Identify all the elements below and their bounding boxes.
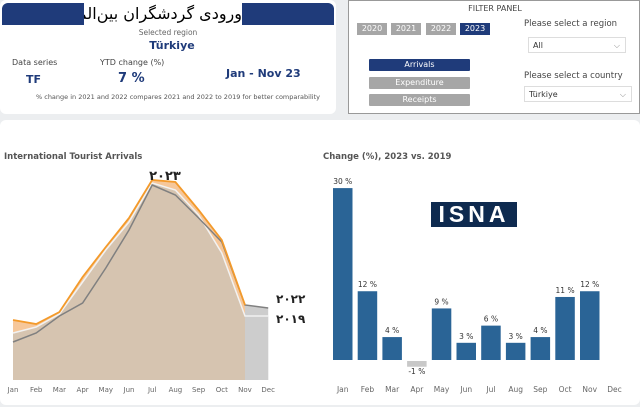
x-tick-label: Dec <box>261 386 275 394</box>
bar-data-label: 3 % <box>509 332 523 341</box>
bar <box>431 308 452 360</box>
x-tick-label: Apr <box>77 386 89 394</box>
line-chart-title: International Tourist Arrivals <box>4 152 143 162</box>
x-tick-label: May <box>434 385 450 394</box>
arrivals-button[interactable]: Arrivals <box>369 59 470 71</box>
x-tick-label: Jun <box>123 386 135 394</box>
bar <box>481 325 501 360</box>
series-label-2023: ۲۰۲۳ <box>149 169 181 184</box>
period: Jan - Nov 23 <box>226 67 301 80</box>
x-tick-label: Jan <box>336 385 349 394</box>
line-2019 <box>12 182 269 334</box>
x-tick-label: Nov <box>582 385 597 394</box>
x-tick-label: Sep <box>533 385 547 394</box>
selected-region-label: Selected region <box>138 28 198 37</box>
bar <box>407 361 427 367</box>
bar <box>580 291 600 360</box>
bar <box>530 337 551 360</box>
region-value: All <box>533 41 543 50</box>
year-button-2023[interactable]: 2023 <box>460 23 490 35</box>
country-value: Türkiye <box>529 90 558 99</box>
bar <box>456 342 476 360</box>
charts-svg: Jan Feb Mar Apr May Jun Jul Aug Sep Oct Nov Dec ۲۰۲۳… <box>7 169 622 394</box>
x-tick-label: Aug <box>508 385 523 394</box>
country-select[interactable]: Türkiye ⌵ <box>524 86 632 102</box>
region-select[interactable]: All ⌵ <box>528 37 626 53</box>
bar <box>357 291 378 360</box>
bar-data-label: -1 % <box>408 367 425 376</box>
x-tick-label: Jul <box>485 385 495 394</box>
page-title: ورودی گردشگران بین‌المللی <box>84 3 242 25</box>
region-label: Please select a region <box>524 19 618 29</box>
chevron-down-icon: ⌵ <box>613 41 620 50</box>
x-tick-label: Apr <box>410 385 424 394</box>
bar-data-label: 4 % <box>385 326 399 335</box>
series-label-2022: ۲۰۲۲ <box>276 292 306 306</box>
ytd-label: YTD change (%) <box>100 58 165 67</box>
bar-data-label: 9 % <box>434 297 448 306</box>
filter-title: FILTER PANEL <box>468 4 522 13</box>
series-label-2019: ۲۰۱۹ <box>276 312 306 326</box>
x-tick-label: Dec <box>607 385 622 394</box>
x-tick-label: May <box>99 386 113 394</box>
bar <box>382 337 402 360</box>
area-overlap <box>13 183 245 380</box>
year-button-2021[interactable]: 2021 <box>391 23 421 35</box>
x-tick-label: Nov <box>238 386 252 394</box>
chevron-down-icon: ⌵ <box>619 90 626 99</box>
summary-card: ورودی گردشگران بین‌المللی Selected regio… <box>0 0 336 114</box>
bar-data-label: 11 % <box>556 286 575 295</box>
bar-data-label: 6 % <box>484 315 498 324</box>
isna-watermark-logo: ISNA <box>431 202 517 227</box>
x-tick-label: Mar <box>53 386 66 394</box>
expenditure-button[interactable]: Expenditure <box>369 77 470 89</box>
country-label: Please select a country <box>524 71 623 81</box>
filter-panel: FILTER PANEL 2020 2021 2022 2023 Arrival… <box>348 0 640 114</box>
selected-region: Türkiye <box>149 39 195 52</box>
x-tick-label: Jul <box>147 386 157 394</box>
x-tick-label: Oct <box>559 385 572 394</box>
x-tick-label: Mar <box>385 385 400 394</box>
bar-data-label: 3 % <box>459 332 473 341</box>
x-tick-label: Feb <box>30 386 43 394</box>
ytd-value: 7 % <box>118 71 145 86</box>
bar <box>505 342 526 360</box>
x-tick-label: Oct <box>216 386 228 394</box>
receipts-button[interactable]: Receipts <box>369 94 470 106</box>
note: % change in 2021 and 2022 compares 2021 … <box>36 93 320 101</box>
bar-data-label: 4 % <box>533 326 547 335</box>
data-series-value: TF <box>26 73 42 86</box>
x-tick-label: Jun <box>459 385 472 394</box>
bar <box>555 296 575 360</box>
charts-card: International Tourist Arrivals Change (%… <box>0 120 640 405</box>
x-tick-label: Sep <box>192 386 206 394</box>
data-series-label: Data series <box>12 58 58 67</box>
x-tick-label: Feb <box>361 385 375 394</box>
line-2023 <box>12 179 246 325</box>
bar-data-label: 30 % <box>333 177 352 186</box>
x-tick-label: Aug <box>169 386 183 394</box>
bar-data-label: 12 % <box>580 280 599 289</box>
bar-chart-title: Change (%), 2023 vs. 2019 <box>323 152 452 162</box>
x-tick-label: Jan <box>7 386 19 394</box>
bar-data-label: 12 % <box>358 280 377 289</box>
bar <box>333 188 353 360</box>
year-button-2020[interactable]: 2020 <box>357 23 387 35</box>
year-button-2022[interactable]: 2022 <box>426 23 456 35</box>
